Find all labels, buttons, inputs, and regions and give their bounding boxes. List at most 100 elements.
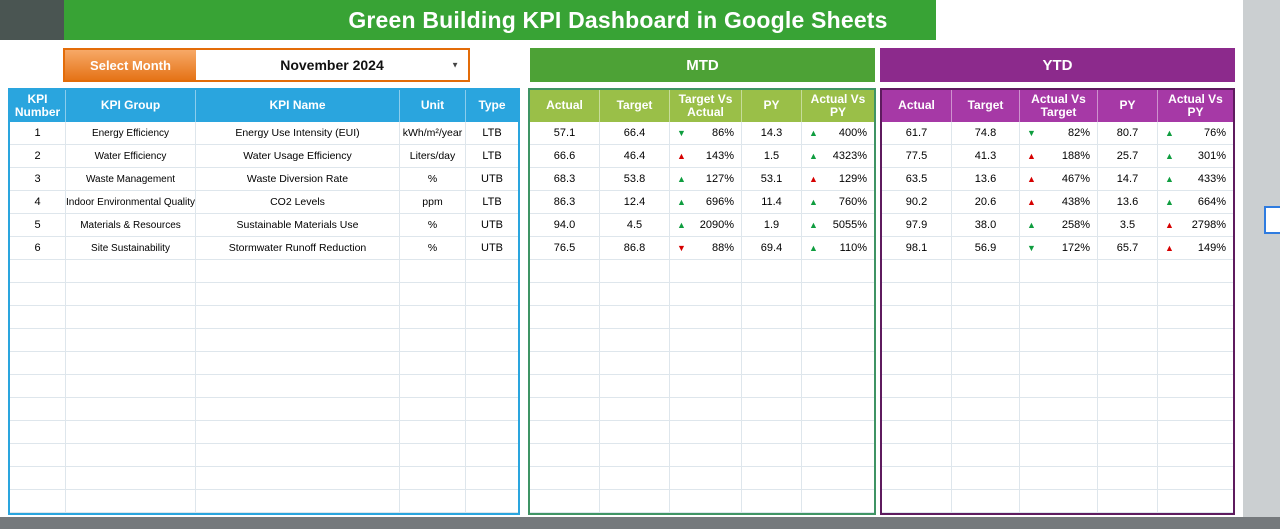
empty-cell[interactable] (10, 398, 66, 421)
empty-cell[interactable] (196, 375, 400, 398)
kpi-type-cell[interactable]: UTB (466, 168, 518, 191)
ytd-py-cell[interactable]: 3.5 (1098, 214, 1158, 237)
kpi-unit-cell[interactable]: % (400, 168, 466, 191)
empty-cell[interactable] (10, 306, 66, 329)
empty-cell[interactable] (600, 490, 670, 513)
empty-cell[interactable] (882, 283, 952, 306)
empty-cell[interactable] (882, 421, 952, 444)
chevron-down-icon[interactable]: ▼ (451, 60, 459, 70)
empty-cell[interactable] (196, 329, 400, 352)
empty-cell[interactable] (196, 352, 400, 375)
header-mtd-target[interactable]: Target (600, 90, 670, 122)
kpi-name-cell[interactable]: Waste Diversion Rate (196, 168, 400, 191)
ytd-actual-vs-py-cell[interactable]: ▲ 433% (1158, 168, 1233, 191)
kpi-group-cell[interactable]: Water Efficiency (66, 145, 196, 168)
empty-cell[interactable] (670, 444, 742, 467)
empty-cell[interactable] (802, 329, 874, 352)
empty-cell[interactable] (196, 398, 400, 421)
mtd-actual-cell[interactable]: 86.3 (530, 191, 600, 214)
ytd-py-cell[interactable]: 25.7 (1098, 145, 1158, 168)
header-mtd-actual[interactable]: Actual (530, 90, 600, 122)
ytd-target-cell[interactable]: 20.6 (952, 191, 1020, 214)
empty-cell[interactable] (1098, 329, 1158, 352)
header-kpi-name[interactable]: KPI Name (196, 90, 400, 122)
empty-cell[interactable] (742, 375, 802, 398)
empty-cell[interactable] (466, 306, 518, 329)
empty-cell[interactable] (466, 283, 518, 306)
empty-cell[interactable] (742, 490, 802, 513)
empty-cell[interactable] (400, 260, 466, 283)
empty-cell[interactable] (1098, 260, 1158, 283)
empty-cell[interactable] (1158, 490, 1233, 513)
empty-cell[interactable] (66, 467, 196, 490)
mtd-actual-cell[interactable]: 68.3 (530, 168, 600, 191)
kpi-unit-cell[interactable]: % (400, 214, 466, 237)
mtd-actual-vs-py-cell[interactable]: ▲ 4323% (802, 145, 874, 168)
empty-cell[interactable] (802, 490, 874, 513)
mtd-actual-cell[interactable]: 94.0 (530, 214, 600, 237)
empty-cell[interactable] (1020, 490, 1098, 513)
ytd-actual-vs-py-cell[interactable]: ▲ 149% (1158, 237, 1233, 260)
empty-cell[interactable] (952, 421, 1020, 444)
empty-cell[interactable] (400, 283, 466, 306)
month-dropdown[interactable]: November 2024 ▼ (196, 50, 468, 80)
empty-cell[interactable] (196, 306, 400, 329)
empty-cell[interactable] (1020, 260, 1098, 283)
empty-cell[interactable] (742, 421, 802, 444)
empty-cell[interactable] (670, 306, 742, 329)
empty-cell[interactable] (400, 444, 466, 467)
empty-cell[interactable] (466, 467, 518, 490)
empty-cell[interactable] (952, 467, 1020, 490)
ytd-actual-vs-target-cell[interactable]: ▲ 467% (1020, 168, 1098, 191)
empty-cell[interactable] (400, 421, 466, 444)
empty-cell[interactable] (670, 260, 742, 283)
mtd-actual-vs-py-cell[interactable]: ▲ 400% (802, 122, 874, 145)
empty-cell[interactable] (742, 260, 802, 283)
header-type[interactable]: Type (478, 98, 506, 113)
kpi-unit-cell[interactable]: Liters/day (400, 145, 466, 168)
mtd-py-cell[interactable]: 1.5 (742, 145, 802, 168)
ytd-py-cell[interactable]: 14.7 (1098, 168, 1158, 191)
kpi-number-cell[interactable]: 3 (10, 168, 66, 191)
header-unit[interactable]: Unit (400, 90, 466, 122)
empty-cell[interactable] (600, 352, 670, 375)
empty-cell[interactable] (196, 260, 400, 283)
empty-cell[interactable] (742, 283, 802, 306)
empty-cell[interactable] (400, 329, 466, 352)
empty-cell[interactable] (530, 421, 600, 444)
empty-cell[interactable] (10, 260, 66, 283)
kpi-unit-cell[interactable]: kWh/m²/year (400, 122, 466, 145)
mtd-target-cell[interactable]: 46.4 (600, 145, 670, 168)
empty-cell[interactable] (66, 352, 196, 375)
empty-cell[interactable] (1158, 352, 1233, 375)
empty-cell[interactable] (802, 467, 874, 490)
empty-cell[interactable] (952, 283, 1020, 306)
mtd-actual-cell[interactable]: 57.1 (530, 122, 600, 145)
empty-cell[interactable] (882, 490, 952, 513)
empty-cell[interactable] (952, 306, 1020, 329)
empty-cell[interactable] (1158, 260, 1233, 283)
mtd-actual-cell[interactable]: 66.6 (530, 145, 600, 168)
empty-cell[interactable] (466, 398, 518, 421)
empty-cell[interactable] (10, 375, 66, 398)
kpi-name-cell[interactable]: Sustainable Materials Use (196, 214, 400, 237)
empty-cell[interactable] (1098, 375, 1158, 398)
empty-cell[interactable] (1158, 375, 1233, 398)
empty-cell[interactable] (742, 352, 802, 375)
kpi-type-cell[interactable]: LTB (466, 122, 518, 145)
header-mtd-target-vs-actual[interactable]: Target Vs Actual (670, 90, 742, 122)
empty-cell[interactable] (952, 352, 1020, 375)
empty-cell[interactable] (882, 444, 952, 467)
kpi-name-cell[interactable]: CO2 Levels (196, 191, 400, 214)
ytd-actual-vs-py-cell[interactable]: ▲ 76% (1158, 122, 1233, 145)
empty-cell[interactable] (882, 306, 952, 329)
empty-cell[interactable] (466, 329, 518, 352)
ytd-actual-cell[interactable]: 98.1 (882, 237, 952, 260)
empty-cell[interactable] (952, 329, 1020, 352)
mtd-target-vs-actual-cell[interactable]: ▲ 696% (670, 191, 742, 214)
ytd-target-cell[interactable]: 74.8 (952, 122, 1020, 145)
empty-cell[interactable] (742, 329, 802, 352)
empty-cell[interactable] (196, 421, 400, 444)
empty-cell[interactable] (882, 352, 952, 375)
empty-cell[interactable] (742, 306, 802, 329)
